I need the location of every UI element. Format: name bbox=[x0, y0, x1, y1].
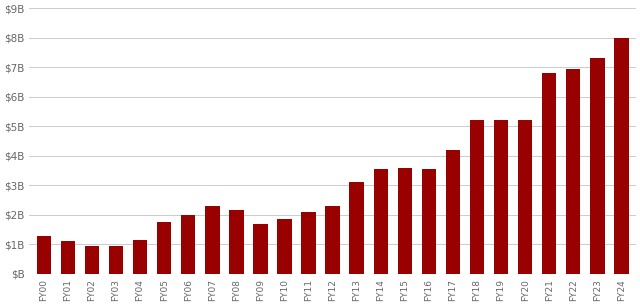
Bar bbox=[205, 206, 220, 274]
Bar bbox=[84, 246, 99, 274]
Bar bbox=[349, 182, 364, 274]
Bar bbox=[614, 38, 628, 274]
Bar bbox=[181, 215, 195, 274]
Bar bbox=[518, 120, 532, 274]
Bar bbox=[374, 169, 388, 274]
Bar bbox=[422, 169, 436, 274]
Bar bbox=[229, 210, 244, 274]
Bar bbox=[61, 242, 75, 274]
Bar bbox=[470, 120, 484, 274]
Bar bbox=[133, 240, 147, 274]
Bar bbox=[301, 212, 316, 274]
Bar bbox=[277, 219, 292, 274]
Bar bbox=[542, 73, 556, 274]
Bar bbox=[397, 168, 412, 274]
Bar bbox=[36, 235, 51, 274]
Bar bbox=[566, 69, 580, 274]
Bar bbox=[157, 222, 172, 274]
Bar bbox=[590, 58, 605, 274]
Bar bbox=[325, 206, 340, 274]
Bar bbox=[494, 120, 508, 274]
Bar bbox=[445, 150, 460, 274]
Bar bbox=[253, 224, 268, 274]
Bar bbox=[109, 246, 124, 274]
